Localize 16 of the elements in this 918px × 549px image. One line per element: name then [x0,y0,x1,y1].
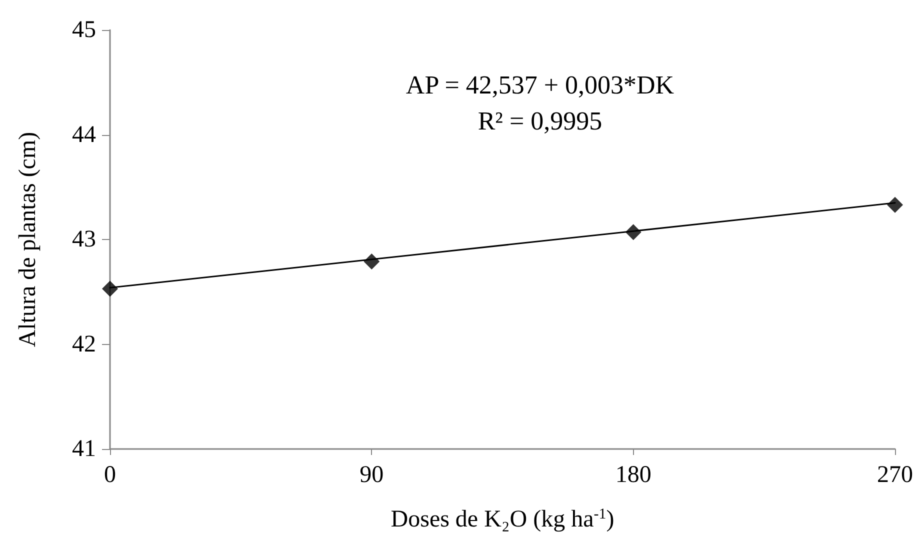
point [625,224,642,240]
x-tick-label: 90 [360,462,384,488]
y-tick-label: 44 [72,122,96,148]
y-tick-label: 43 [72,226,96,252]
y-axis-title: Altura de plantas (cm) [15,132,41,348]
y-tick-label: 41 [72,436,96,462]
annotation: AP = 42,537 + 0,003*DK [406,70,674,100]
x-tick-label: 180 [615,462,652,488]
x-tick-label: 0 [104,462,116,488]
point [102,280,118,297]
point [364,253,380,270]
y-tick-label: 45 [72,17,96,43]
x-tick-label: 270 [877,462,913,488]
point [887,196,903,213]
annotation: R² = 0,9995 [478,106,602,136]
y-tick-label: 42 [72,331,96,358]
